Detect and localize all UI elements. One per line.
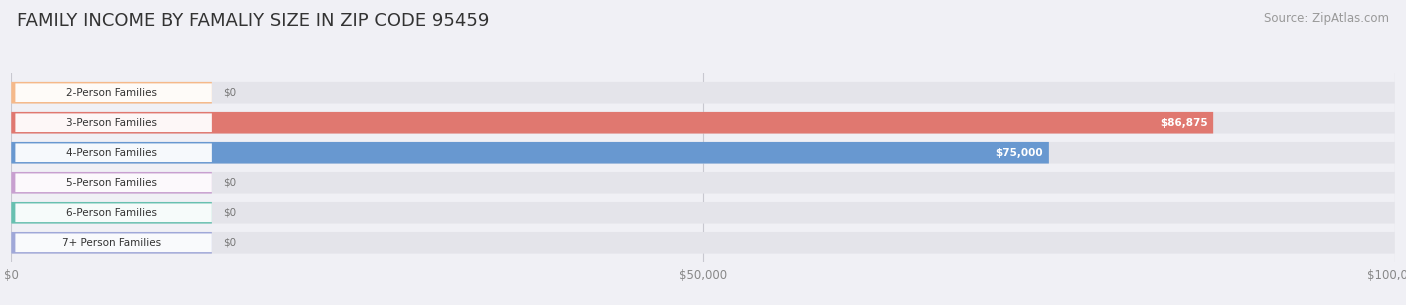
Text: 2-Person Families: 2-Person Families [66,88,157,98]
FancyBboxPatch shape [15,113,212,132]
FancyBboxPatch shape [11,142,1395,163]
Text: 5-Person Families: 5-Person Families [66,178,157,188]
FancyBboxPatch shape [11,172,212,194]
FancyBboxPatch shape [11,232,212,253]
Text: $75,000: $75,000 [995,148,1043,158]
FancyBboxPatch shape [15,203,212,222]
FancyBboxPatch shape [15,174,212,192]
FancyBboxPatch shape [11,202,212,224]
FancyBboxPatch shape [11,202,1395,224]
Text: 3-Person Families: 3-Person Families [66,118,157,128]
FancyBboxPatch shape [11,232,1395,253]
FancyBboxPatch shape [11,112,1395,134]
Text: 4-Person Families: 4-Person Families [66,148,157,158]
Text: $0: $0 [224,238,236,248]
Text: Source: ZipAtlas.com: Source: ZipAtlas.com [1264,12,1389,25]
Text: $0: $0 [224,208,236,218]
Text: FAMILY INCOME BY FAMALIY SIZE IN ZIP CODE 95459: FAMILY INCOME BY FAMALIY SIZE IN ZIP COD… [17,12,489,30]
Text: 7+ Person Families: 7+ Person Families [62,238,162,248]
Text: $86,875: $86,875 [1160,118,1208,128]
FancyBboxPatch shape [15,143,212,162]
FancyBboxPatch shape [11,142,1049,163]
FancyBboxPatch shape [11,112,1213,134]
FancyBboxPatch shape [11,82,1395,103]
FancyBboxPatch shape [11,82,212,103]
Text: 6-Person Families: 6-Person Families [66,208,157,218]
FancyBboxPatch shape [15,234,212,252]
FancyBboxPatch shape [11,172,1395,194]
FancyBboxPatch shape [15,83,212,102]
Text: $0: $0 [224,178,236,188]
Text: $0: $0 [224,88,236,98]
